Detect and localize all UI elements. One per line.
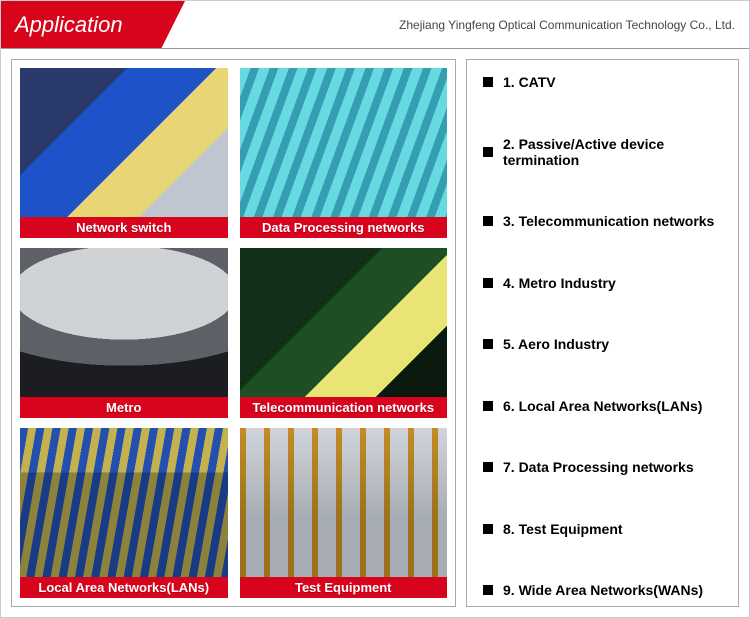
list-item-text: 2. Passive/Active device termination (503, 136, 724, 168)
square-bullet-icon (483, 401, 493, 411)
gallery-card: Telecommunication networks (240, 248, 448, 418)
gallery-card: Network switch (20, 68, 228, 238)
gallery-grid: Network switch Data Processing networks … (11, 59, 456, 607)
list-item: 4. Metro Industry (483, 275, 724, 291)
list-item-text: 9. Wide Area Networks(WANs) (503, 582, 703, 598)
list-item-text: 7. Data Processing networks (503, 459, 694, 475)
gallery-image (20, 248, 228, 397)
gallery-image (20, 68, 228, 217)
body: Network switch Data Processing networks … (1, 49, 749, 617)
square-bullet-icon (483, 216, 493, 226)
square-bullet-icon (483, 278, 493, 288)
gallery-image (240, 248, 448, 397)
gallery-card: Test Equipment (240, 428, 448, 598)
square-bullet-icon (483, 524, 493, 534)
header-title-tab: Application (1, 1, 161, 48)
list-item: 6. Local Area Networks(LANs) (483, 398, 724, 414)
list-item-text: 5. Aero Industry (503, 336, 609, 352)
gallery-label: Metro (20, 397, 228, 418)
gallery-image (240, 428, 448, 577)
list-item: 8. Test Equipment (483, 521, 724, 537)
header-title: Application (15, 12, 123, 38)
list-item: 1. CATV (483, 74, 724, 90)
square-bullet-icon (483, 585, 493, 595)
application-list: 1. CATV 2. Passive/Active device termina… (466, 59, 739, 607)
gallery-label: Network switch (20, 217, 228, 238)
gallery-label: Data Processing networks (240, 217, 448, 238)
list-item: 5. Aero Industry (483, 336, 724, 352)
list-item-text: 8. Test Equipment (503, 521, 623, 537)
page: Application Zhejiang Yingfeng Optical Co… (0, 0, 750, 618)
square-bullet-icon (483, 339, 493, 349)
list-item: 3. Telecommunication networks (483, 213, 724, 229)
company-name: Zhejiang Yingfeng Optical Communication … (201, 1, 749, 48)
list-item-text: 3. Telecommunication networks (503, 213, 714, 229)
list-item-text: 4. Metro Industry (503, 275, 616, 291)
square-bullet-icon (483, 462, 493, 472)
gallery-image (20, 428, 228, 577)
list-item: 2. Passive/Active device termination (483, 136, 724, 168)
list-item: 9. Wide Area Networks(WANs) (483, 582, 724, 598)
gallery-label: Local Area Networks(LANs) (20, 577, 228, 598)
list-item-text: 6. Local Area Networks(LANs) (503, 398, 702, 414)
gallery-label: Telecommunication networks (240, 397, 448, 418)
gallery-card: Metro (20, 248, 228, 418)
gallery-card: Data Processing networks (240, 68, 448, 238)
gallery-image (240, 68, 448, 217)
square-bullet-icon (483, 77, 493, 87)
list-item: 7. Data Processing networks (483, 459, 724, 475)
square-bullet-icon (483, 147, 493, 157)
gallery-card: Local Area Networks(LANs) (20, 428, 228, 598)
header: Application Zhejiang Yingfeng Optical Co… (1, 1, 749, 49)
gallery-label: Test Equipment (240, 577, 448, 598)
list-item-text: 1. CATV (503, 74, 556, 90)
